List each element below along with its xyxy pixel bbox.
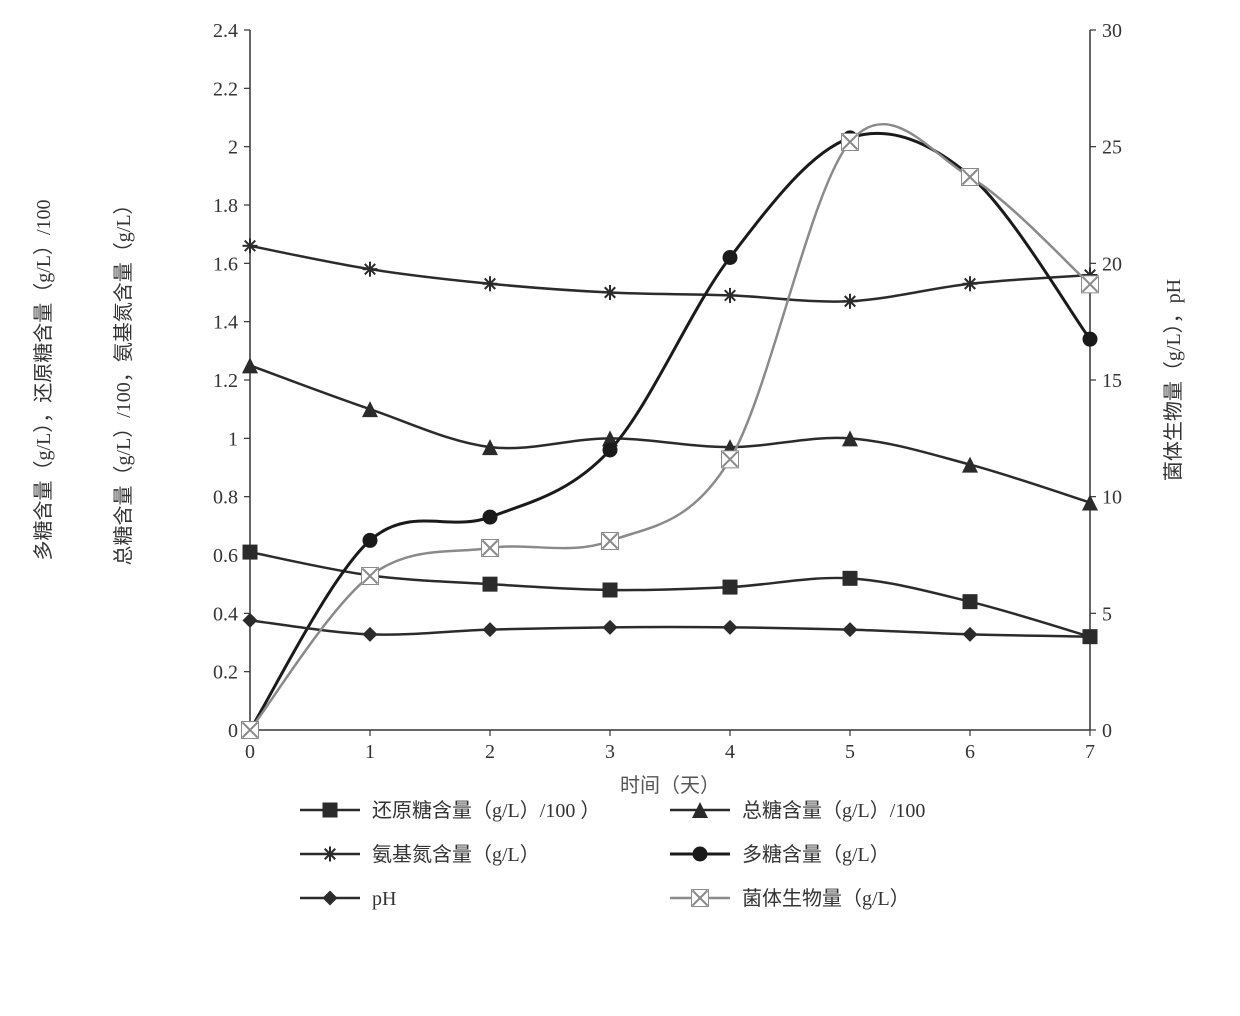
svg-text:1.2: 1.2 xyxy=(213,370,238,392)
svg-text:7: 7 xyxy=(1085,741,1095,763)
legend: 还原糖含量（g/L）/100 ） 总糖含量（g/L）/100 氨基氮含量（g/L） 多… xyxy=(300,799,925,910)
svg-text:氨基氮含量（g/L）: 氨基氮含量（g/L） xyxy=(372,843,540,866)
svg-text:pH: pH xyxy=(372,888,396,910)
svg-text:1: 1 xyxy=(228,428,238,450)
series-ph xyxy=(243,613,1098,644)
svg-text:还原糖含量（g/L）/100 ）: 还原糖含量（g/L）/100 ） xyxy=(372,799,600,822)
svg-text:20: 20 xyxy=(1102,253,1122,275)
svg-text:时间（天）: 时间（天） xyxy=(620,774,720,797)
svg-text:0.8: 0.8 xyxy=(213,487,238,509)
svg-text:10: 10 xyxy=(1102,487,1122,509)
svg-text:总糖含量（g/L）/100: 总糖含量（g/L）/100 xyxy=(742,799,925,822)
svg-text:6: 6 xyxy=(965,741,975,763)
series-total_sugar xyxy=(242,357,1098,510)
chart-svg: 00.20.40.60.811.21.41.61.822.22.40510152… xyxy=(0,0,1240,1016)
svg-text:菌体生物量（g/L），pH: 菌体生物量（g/L），pH xyxy=(1162,279,1185,481)
svg-text:5: 5 xyxy=(845,741,855,763)
svg-text:0.2: 0.2 xyxy=(213,662,238,684)
svg-text:2: 2 xyxy=(485,741,495,763)
svg-text:0: 0 xyxy=(228,720,238,742)
svg-text:多糖含量（g/L），还原糖含量（g/L）/100: 多糖含量（g/L），还原糖含量（g/L）/100 xyxy=(32,199,55,560)
svg-text:30: 30 xyxy=(1102,20,1122,42)
svg-text:2: 2 xyxy=(228,137,238,159)
svg-text:2.2: 2.2 xyxy=(213,78,238,100)
svg-text:5: 5 xyxy=(1102,603,1112,625)
svg-text:0: 0 xyxy=(1102,720,1112,742)
svg-text:1.8: 1.8 xyxy=(213,195,238,217)
svg-text:1.6: 1.6 xyxy=(213,253,238,275)
svg-text:0.6: 0.6 xyxy=(213,545,238,567)
svg-text:4: 4 xyxy=(725,741,735,763)
series-biomass xyxy=(242,124,1099,738)
svg-text:3: 3 xyxy=(605,741,615,763)
svg-text:多糖含量（g/L）: 多糖含量（g/L） xyxy=(742,843,890,866)
svg-text:0.4: 0.4 xyxy=(213,603,238,625)
svg-text:总糖含量（g/L）/100，氨基氮含量（g/L）: 总糖含量（g/L）/100，氨基氮含量（g/L） xyxy=(112,194,135,565)
svg-text:1: 1 xyxy=(365,741,375,763)
series-polysaccharide xyxy=(243,130,1098,737)
chart-container: 00.20.40.60.811.21.41.61.822.22.40510152… xyxy=(0,0,1240,1016)
series-amino_n xyxy=(243,238,1098,308)
svg-text:2.4: 2.4 xyxy=(213,20,238,42)
svg-text:0: 0 xyxy=(245,741,255,763)
svg-text:菌体生物量（g/L）: 菌体生物量（g/L） xyxy=(742,887,910,910)
svg-text:25: 25 xyxy=(1102,137,1122,159)
svg-text:1.4: 1.4 xyxy=(213,312,238,334)
svg-text:15: 15 xyxy=(1102,370,1122,392)
